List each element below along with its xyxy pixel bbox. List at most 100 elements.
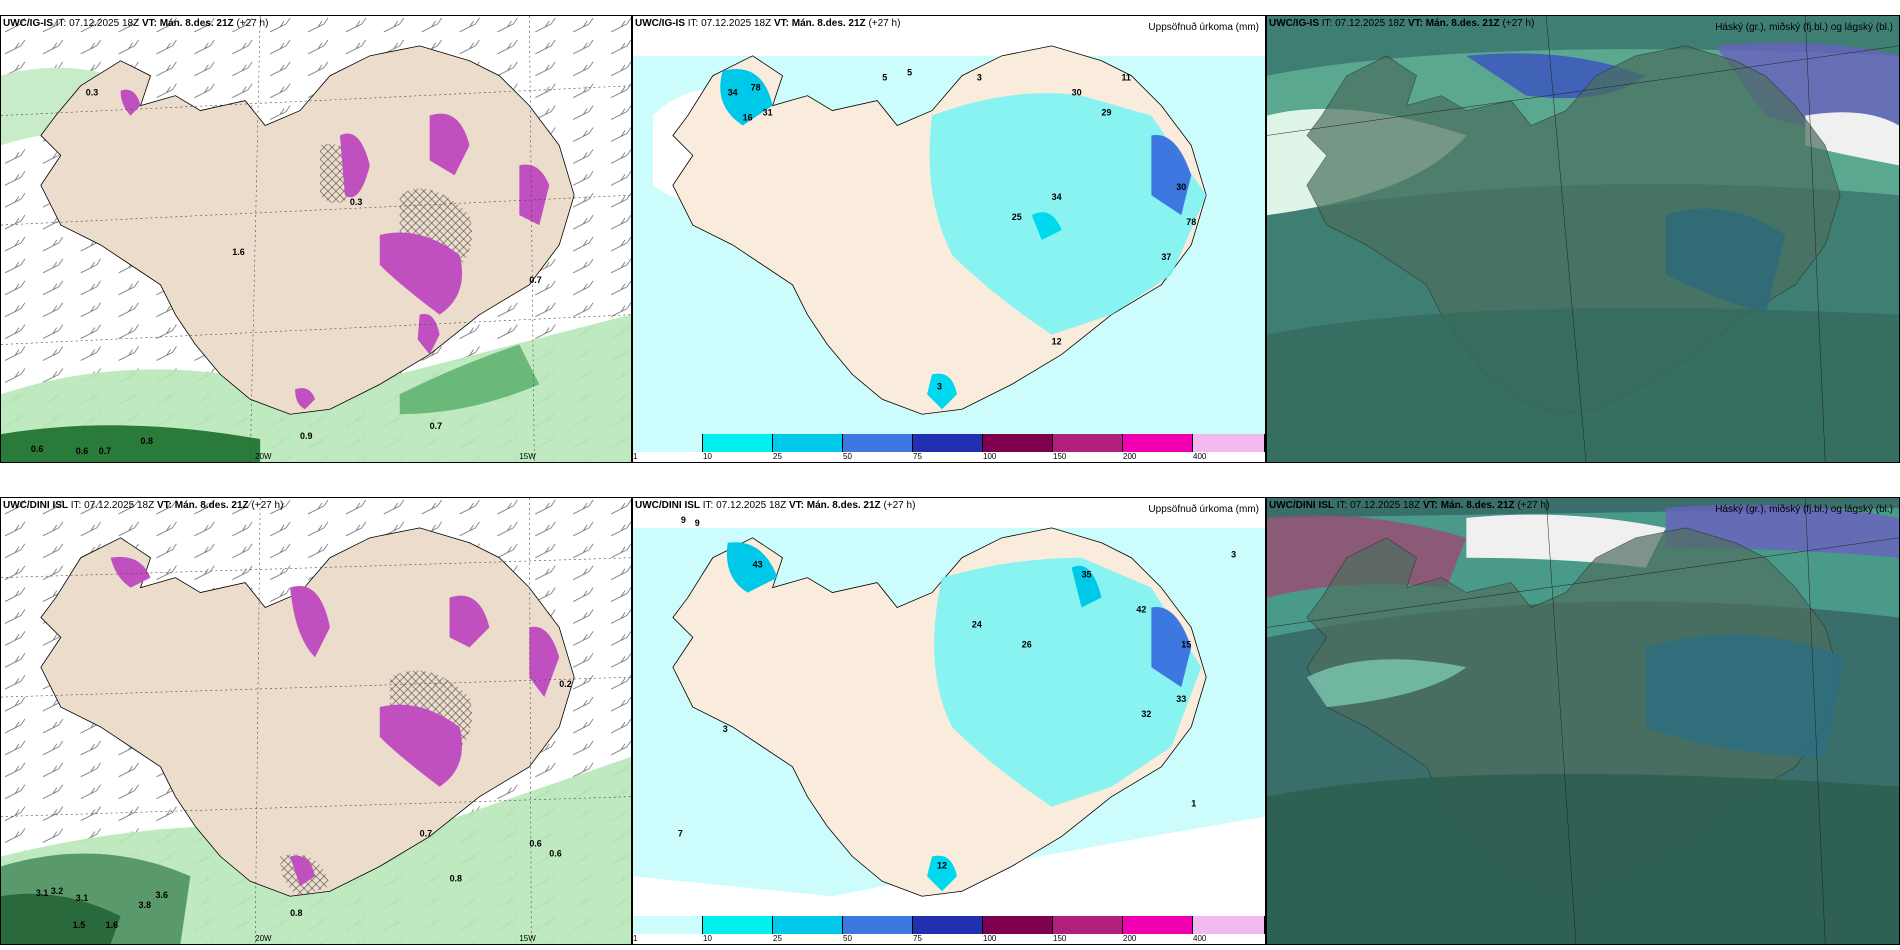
value-label: 0.7 bbox=[430, 421, 442, 431]
value-label: 3.1 bbox=[76, 893, 88, 903]
colorbar-tick: 10 bbox=[703, 934, 712, 943]
colorbar-tick: 75 bbox=[913, 452, 922, 461]
value-label: 25 bbox=[1012, 212, 1022, 222]
value-label: 5 bbox=[907, 68, 912, 78]
colorbar-tick: 100 bbox=[983, 452, 997, 461]
value-label: 0.7 bbox=[529, 275, 541, 285]
colorbar: 1 10 25 50 75 100 150 200 400 bbox=[633, 916, 1265, 944]
panel-header: UWC/DINI ISL IT: 07.12.2025 18Z VT: Mán.… bbox=[3, 500, 284, 511]
lon-tick-20w: 20W bbox=[255, 452, 272, 461]
lon-tick-20w: 20W bbox=[255, 934, 272, 943]
value-label: 26 bbox=[1022, 639, 1032, 649]
wind-cloud-map: 20W 15W 0.3 1.6 0.3 0.7 0.9 0.8 0.7 0.6 … bbox=[1, 16, 631, 462]
value-label: 0.7 bbox=[420, 828, 432, 838]
colorbar-tick: 50 bbox=[843, 934, 852, 943]
colorbar-swatch bbox=[633, 916, 703, 934]
panel-title-right: Uppsöfnuð úrkoma (mm) bbox=[1148, 504, 1259, 515]
colorbar-swatch bbox=[1053, 434, 1123, 452]
value-label: 43 bbox=[753, 560, 763, 570]
value-label: 30 bbox=[1072, 88, 1082, 98]
value-label: 0.3 bbox=[350, 197, 362, 207]
value-label: 1.6 bbox=[106, 920, 118, 930]
value-label: 3.6 bbox=[156, 890, 168, 900]
lon-tick-15w: 15W bbox=[519, 934, 536, 943]
colorbar-tick: 50 bbox=[843, 452, 852, 461]
value-label: 33 bbox=[1176, 694, 1186, 704]
colorbar-tick: 400 bbox=[1193, 934, 1207, 943]
value-label: 42 bbox=[1136, 604, 1146, 614]
value-label: 31 bbox=[763, 108, 773, 118]
value-label: 1.6 bbox=[232, 247, 244, 257]
colorbar: 1 10 25 50 75 100 150 200 400 bbox=[633, 434, 1265, 462]
colorbar-swatch bbox=[983, 916, 1053, 934]
precip-map: 34 78 31 16 5 5 3 30 29 11 34 25 30 78 3… bbox=[633, 16, 1265, 435]
value-label: 0.8 bbox=[290, 908, 302, 918]
value-label: 15 bbox=[1181, 639, 1191, 649]
value-label: 0.6 bbox=[31, 444, 43, 454]
panel-uwc-igis-cloud: UWC/IG-IS IT: 07.12.2025 18Z VT: Mán. 8.… bbox=[1266, 15, 1900, 463]
colorbar-swatch bbox=[1123, 916, 1193, 934]
colorbar-swatch bbox=[703, 434, 773, 452]
value-label: 0.6 bbox=[76, 446, 88, 456]
colorbar-swatch bbox=[1193, 434, 1265, 452]
cloud-map bbox=[1267, 16, 1899, 462]
colorbar-tick: 10 bbox=[703, 452, 712, 461]
colorbar-tick: 200 bbox=[1123, 452, 1137, 461]
colorbar-tick: 150 bbox=[1053, 934, 1067, 943]
value-label: 3 bbox=[1231, 550, 1236, 560]
value-label: 3 bbox=[977, 73, 982, 83]
value-label: 29 bbox=[1102, 108, 1112, 118]
value-label: 0.6 bbox=[529, 838, 541, 848]
colorbar-swatch bbox=[773, 434, 843, 452]
panel-header: UWC/IG-IS IT: 07.12.2025 18Z VT: Mán. 8.… bbox=[635, 18, 901, 29]
value-label: 78 bbox=[751, 83, 761, 93]
panel-uwc-dini-cloud: UWC/DINI ISL IT: 07.12.2025 18Z VT: Mán.… bbox=[1266, 497, 1900, 945]
colorbar-tick: 1 bbox=[633, 934, 638, 943]
colorbar-swatch bbox=[913, 916, 983, 934]
value-label: 11 bbox=[1121, 73, 1130, 83]
lon-tick-15w: 15W bbox=[519, 452, 536, 461]
value-label: 3 bbox=[937, 381, 942, 391]
panel-header: UWC/DINI ISL IT: 07.12.2025 18Z VT: Mán.… bbox=[1269, 500, 1550, 511]
panel-uwc-igis-wind: UWC/IG-IS IT: 07.12.2025 18Z VT: Mán. 8.… bbox=[0, 15, 632, 463]
cloud-map bbox=[1267, 498, 1899, 944]
colorbar-tick: 400 bbox=[1193, 452, 1207, 461]
value-label: 0.8 bbox=[450, 873, 462, 883]
value-label: 16 bbox=[743, 113, 753, 123]
value-label: 3.8 bbox=[139, 900, 151, 910]
value-label: 3 bbox=[723, 724, 728, 734]
colorbar-tick: 150 bbox=[1053, 452, 1067, 461]
value-label: 7 bbox=[678, 828, 683, 838]
colorbar-swatch bbox=[1053, 916, 1123, 934]
colorbar-swatch bbox=[843, 434, 913, 452]
value-label: 12 bbox=[1052, 337, 1062, 347]
colorbar-tick: 25 bbox=[773, 934, 782, 943]
value-label: 30 bbox=[1176, 182, 1186, 192]
colorbar-tick: 1 bbox=[633, 452, 638, 461]
value-label: 37 bbox=[1161, 252, 1171, 262]
panel-title-right: Háský (gr.), miðský (fj.bl.) og lágský (… bbox=[1715, 22, 1893, 33]
panel-uwc-igis-precip: UWC/IG-IS IT: 07.12.2025 18Z VT: Mán. 8.… bbox=[632, 15, 1266, 463]
colorbar-swatch bbox=[983, 434, 1053, 452]
value-label: 32 bbox=[1141, 709, 1151, 719]
panel-title-right: Háský (gr.), miðský (fj.bl.) og lágský (… bbox=[1715, 504, 1893, 515]
value-label: 24 bbox=[972, 619, 982, 629]
value-label: 1 bbox=[1191, 799, 1196, 809]
value-label: 78 bbox=[1186, 217, 1196, 227]
panel-uwc-dini-precip: UWC/DINI ISL IT: 07.12.2025 18Z VT: Mán.… bbox=[632, 497, 1266, 945]
value-label: 5 bbox=[882, 73, 887, 83]
colorbar-swatch bbox=[1123, 434, 1193, 452]
colorbar-tick: 25 bbox=[773, 452, 782, 461]
value-label: 3.1 bbox=[36, 888, 48, 898]
colorbar-tick: 100 bbox=[983, 934, 997, 943]
precip-map: 9 9 43 35 42 24 26 15 33 32 12 3 1 3 7 bbox=[633, 498, 1265, 917]
value-label: 3.2 bbox=[51, 886, 63, 896]
value-label: 0.7 bbox=[99, 446, 111, 456]
colorbar-swatch bbox=[1193, 916, 1265, 934]
value-label: 0.3 bbox=[86, 88, 98, 98]
colorbar-swatch bbox=[633, 434, 703, 452]
value-label: 12 bbox=[937, 860, 947, 870]
panel-header: UWC/DINI ISL IT: 07.12.2025 18Z VT: Mán.… bbox=[635, 500, 916, 511]
colorbar-swatch bbox=[913, 434, 983, 452]
colorbar-swatch bbox=[843, 916, 913, 934]
